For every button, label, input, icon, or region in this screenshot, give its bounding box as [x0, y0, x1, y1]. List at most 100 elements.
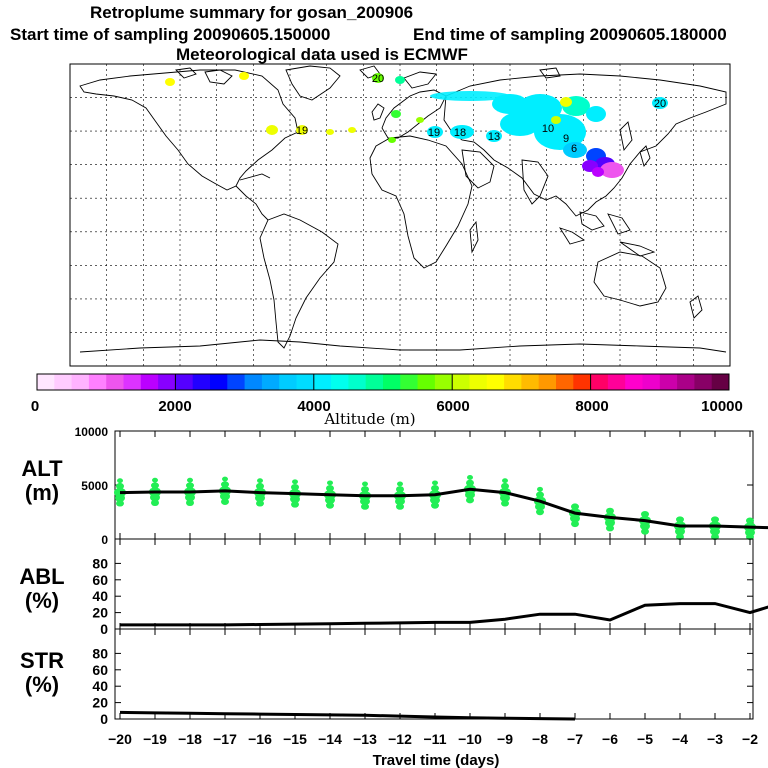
x-tick-label: −18 — [178, 731, 202, 747]
colorbar-tick-label: 6000 — [436, 398, 469, 415]
plume-blob — [296, 125, 308, 135]
colorbar-swatch — [106, 374, 124, 390]
alt-scatter-point — [571, 520, 579, 528]
plume-label: 18 — [454, 127, 466, 139]
plume-blob — [600, 162, 624, 178]
y-tick-label: 0 — [100, 711, 108, 727]
alt-scatter-point — [221, 498, 229, 505]
colorbar-swatch — [140, 374, 159, 390]
alt-scatter-point — [186, 482, 194, 489]
colorbar-swatch — [556, 374, 574, 390]
alt-scatter-point — [115, 493, 125, 502]
alt-scatter-point — [362, 481, 368, 487]
alt-scatter-point — [606, 507, 614, 515]
colorbar-swatch — [37, 374, 55, 390]
alt-scatter-point — [256, 500, 264, 507]
alt-scatter-point — [537, 486, 543, 492]
colorbar-swatch — [417, 374, 436, 390]
y-tick-label: 0 — [100, 621, 108, 637]
alt-scatter-point — [222, 476, 228, 482]
alt-scatter-point — [746, 533, 754, 541]
alt-scatter-point — [501, 482, 509, 490]
plume-blob — [326, 129, 334, 135]
x-tick-label: −9 — [497, 731, 513, 747]
plume-blob — [391, 110, 401, 118]
plume-blob — [500, 112, 540, 136]
alt-scatter-point — [292, 479, 298, 485]
colorbar-swatch — [261, 374, 280, 390]
x-axis-label: Travel time (days) — [373, 752, 500, 768]
plume-label: 6 — [571, 143, 577, 155]
colorbar-swatch — [296, 374, 315, 390]
abl-line — [120, 602, 768, 627]
alt-scatter-point — [430, 496, 440, 505]
alt-scatter-point — [116, 482, 124, 490]
retroplume — [165, 72, 668, 178]
x-tick-label: −19 — [143, 731, 167, 747]
colorbar-swatch — [659, 374, 678, 390]
plume-blob — [450, 125, 474, 139]
plume-blob — [266, 125, 278, 135]
x-tick-label: −16 — [248, 731, 272, 747]
colorbar-swatch — [383, 374, 401, 390]
colorbar-swatch — [210, 374, 228, 390]
alt-scatter-point — [395, 497, 405, 506]
plume-blob — [416, 117, 424, 123]
plume-blob — [534, 114, 586, 150]
x-tick-label: −12 — [388, 731, 412, 747]
alt-scatter-point — [605, 518, 615, 527]
colorbar-swatch — [400, 374, 419, 390]
colorbar-tick-label: 2000 — [158, 398, 191, 415]
colorbar-swatch — [625, 374, 643, 390]
alt-scatter-point — [360, 497, 370, 506]
colorbar-swatch — [452, 374, 470, 390]
abl-label: ABL — [19, 564, 64, 589]
alt-scatter-point — [290, 495, 300, 504]
y-tick-label: 60 — [92, 662, 108, 678]
alt-scatter-point — [502, 478, 508, 484]
alt-unit: (m) — [25, 480, 59, 505]
colorbar-swatch — [175, 374, 194, 390]
alt-scatter-point — [151, 499, 159, 507]
y-tick-label: 20 — [92, 695, 108, 711]
alt-scatter-point — [501, 500, 509, 507]
alt-scatter-point — [150, 493, 160, 502]
colorbar-swatch — [469, 374, 488, 390]
colorbar-swatch — [538, 374, 557, 390]
colorbar-swatch — [711, 374, 730, 390]
alt-scatter-point — [291, 501, 299, 508]
alt-scatter-point — [220, 492, 230, 501]
alt-scatter-point — [536, 508, 544, 516]
plume-blob — [563, 142, 587, 158]
coastlines — [79, 65, 727, 353]
alt-scatter-point — [326, 502, 334, 509]
altitude-colorbar — [36, 373, 730, 391]
colorbar-tick-labels: 0 2000 4000 6000 8000 10000 — [31, 398, 743, 415]
colorbar-swatch — [642, 374, 661, 390]
alt-scatter — [114, 475, 756, 541]
alt-scatter-point — [710, 527, 720, 536]
alt-scatter-point — [711, 516, 719, 523]
plume-blob — [239, 72, 249, 80]
x-tick-label: −10 — [458, 731, 482, 747]
colorbar-tick-label: 10000 — [701, 398, 743, 415]
plume-blob — [348, 127, 356, 133]
colorbar-swatch — [348, 374, 367, 390]
y-tick-label: 80 — [92, 645, 108, 661]
colorbar-swatch — [694, 374, 713, 390]
alt-scatter-point — [570, 514, 580, 523]
plume-blob — [427, 126, 443, 138]
alt-scatter-point — [676, 533, 684, 541]
map-grid — [70, 64, 730, 366]
plume-label: 20 — [654, 98, 666, 110]
alt-scatter-point — [711, 533, 719, 541]
colorbar-swatch — [434, 374, 453, 390]
alt-scatter-point — [396, 503, 404, 510]
plume-blob — [486, 130, 502, 142]
x-tick-label: −4 — [672, 731, 688, 747]
plume-label: 13 — [488, 131, 500, 143]
x-tick-label: −20 — [108, 731, 132, 747]
x-tick-label: −13 — [353, 731, 377, 747]
plume-label: 10 — [542, 123, 554, 135]
alt-scatter-point — [500, 493, 510, 502]
